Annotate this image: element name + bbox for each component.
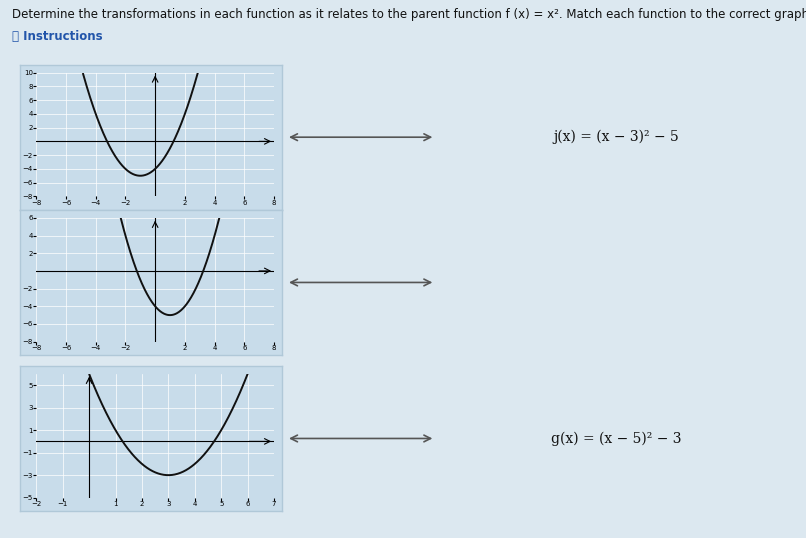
Text: ⓘ Instructions: ⓘ Instructions xyxy=(12,30,102,43)
Text: j(x) = (x − 3)² − 5: j(x) = (x − 3)² − 5 xyxy=(554,130,679,144)
Text: g(x) = (x − 5)² − 3: g(x) = (x − 5)² − 3 xyxy=(551,431,682,445)
Text: Determine the transformations in each function as it relates to the parent funct: Determine the transformations in each fu… xyxy=(12,8,806,21)
